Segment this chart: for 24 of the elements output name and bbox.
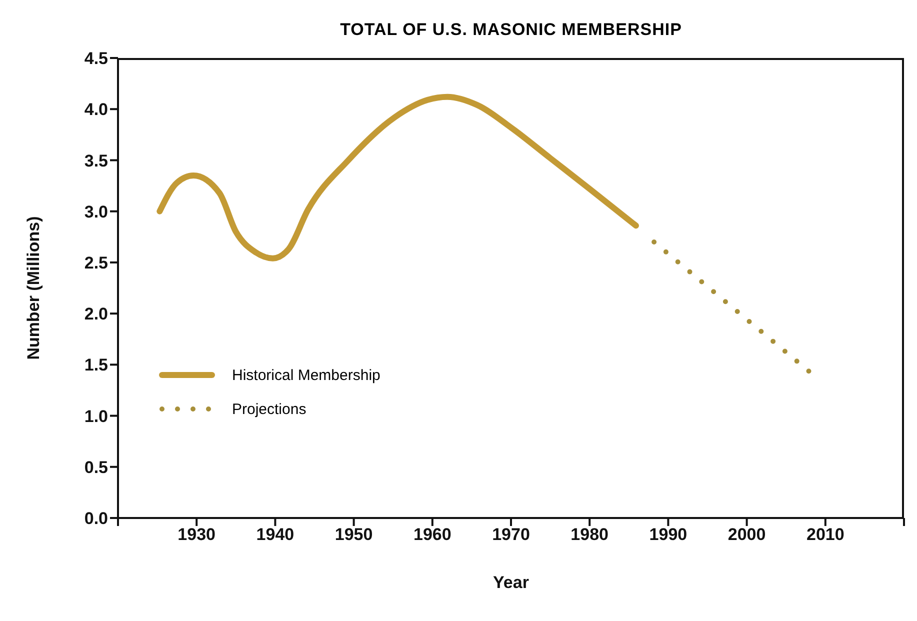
y-tick-label: 3.5 xyxy=(84,151,108,170)
y-tick-label: 2.0 xyxy=(84,304,108,324)
x-tick-label: 2010 xyxy=(806,525,844,544)
x-tick-label: 1950 xyxy=(334,525,373,544)
y-tick-label: 3.0 xyxy=(84,202,108,222)
legend-label: Projections xyxy=(232,400,306,418)
y-tick-label: 1.0 xyxy=(84,406,108,426)
legend-label: Historical Membership xyxy=(232,366,380,384)
y-tick-label: 1.5 xyxy=(84,356,108,375)
x-tick-label: 1970 xyxy=(492,525,530,544)
y-tick-label: 4.0 xyxy=(84,100,108,120)
y-tick-label: 2.5 xyxy=(84,253,108,272)
x-tick-label: 1930 xyxy=(178,525,216,544)
y-axis-title: Number (Millions) xyxy=(24,216,44,360)
y-tick-label: 0.0 xyxy=(84,509,108,528)
y-tick-label: 4.5 xyxy=(84,49,108,68)
x-tick-label: 1960 xyxy=(413,525,452,544)
x-tick-label: 1990 xyxy=(649,525,688,544)
y-tick-label: 0.5 xyxy=(84,458,108,477)
x-axis-title: Year xyxy=(493,573,530,592)
x-tick-label: 2000 xyxy=(728,525,766,544)
x-tick-label: 1980 xyxy=(570,525,609,544)
x-tick-label: 1940 xyxy=(256,525,294,544)
chart-title: TOTAL OF U.S. MASONIC MEMBERSHIP xyxy=(339,20,683,40)
